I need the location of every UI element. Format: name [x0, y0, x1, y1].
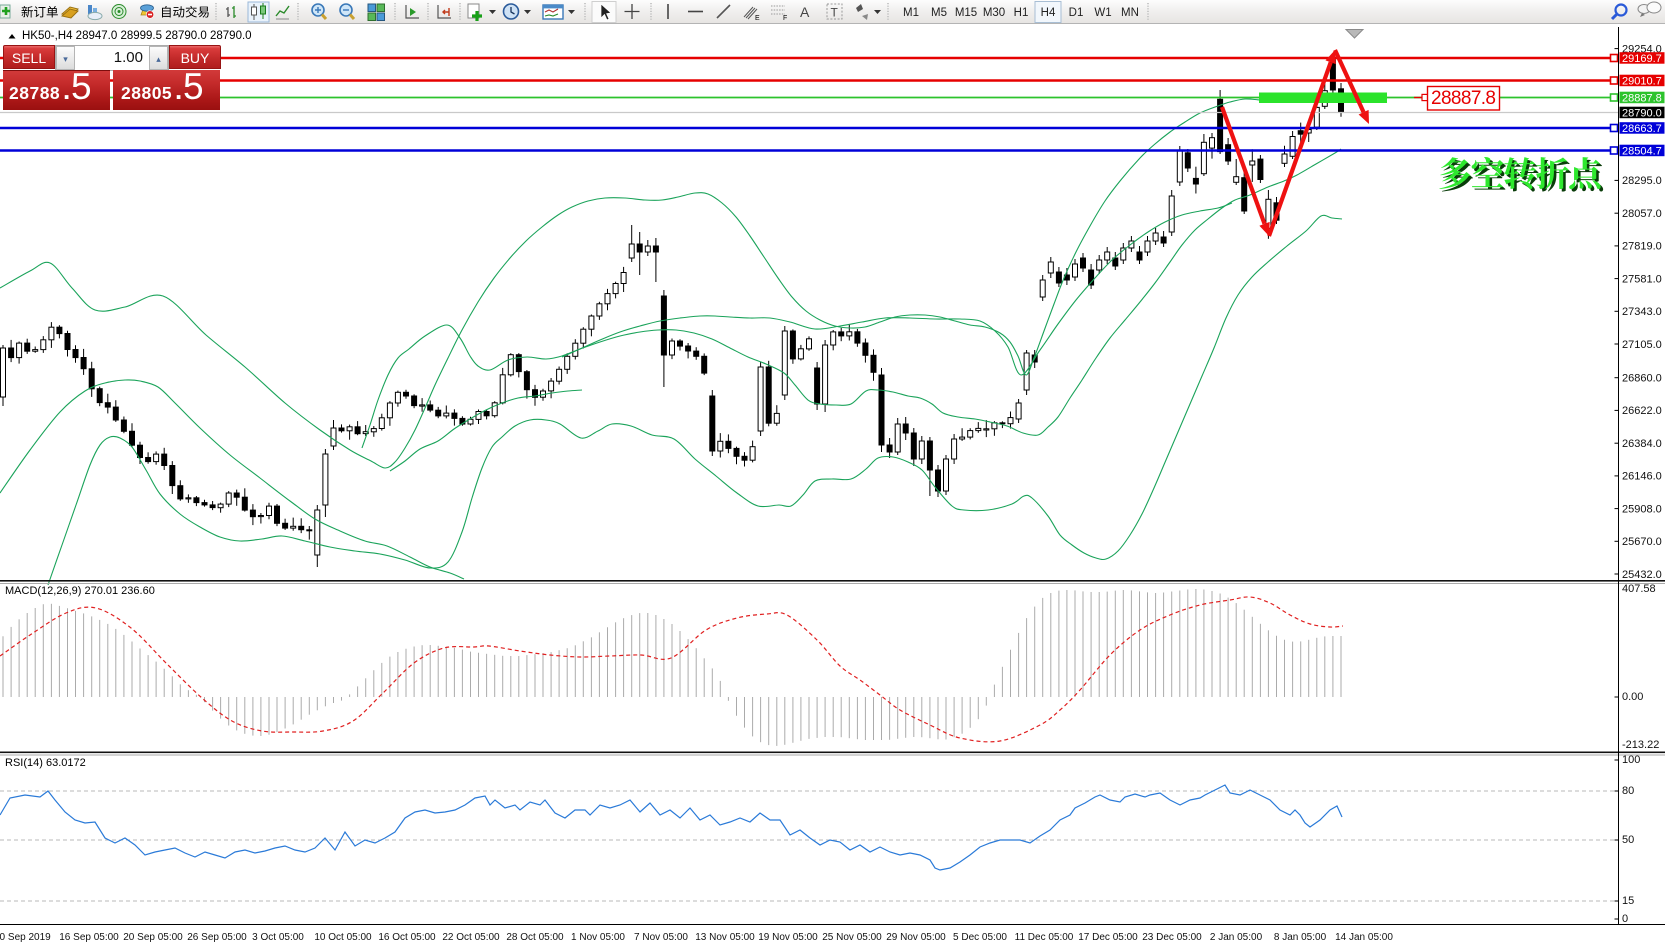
svg-text:25432.0: 25432.0	[1622, 569, 1662, 581]
svg-text:26622.0: 26622.0	[1622, 405, 1662, 417]
svg-text:17 Dec 05:00: 17 Dec 05:00	[1078, 932, 1138, 943]
svg-text:T: T	[831, 6, 839, 20]
svg-text:HK50-,H4 28947.0 28999.5 2879: HK50-,H4 28947.0 28999.5 28790.0 28790.0	[22, 30, 252, 42]
svg-text:28295.0: 28295.0	[1622, 175, 1662, 187]
svg-text:E: E	[755, 15, 760, 22]
svg-text:MN: MN	[1121, 7, 1139, 19]
svg-text:RSI(14) 63.0172: RSI(14) 63.0172	[5, 757, 86, 769]
svg-text:3 Oct 05:00: 3 Oct 05:00	[252, 932, 304, 943]
svg-text:M5: M5	[931, 7, 947, 19]
svg-text:27819.0: 27819.0	[1622, 241, 1662, 253]
svg-text:15: 15	[1622, 895, 1634, 907]
svg-text:80: 80	[1622, 785, 1634, 797]
svg-text:28790.0: 28790.0	[1622, 107, 1662, 119]
svg-text:25 Nov 05:00: 25 Nov 05:00	[822, 932, 882, 943]
svg-text:-213.22: -213.22	[1622, 739, 1659, 751]
svg-text:407.58: 407.58	[1622, 583, 1656, 595]
svg-text:28057.0: 28057.0	[1622, 208, 1662, 220]
svg-text:H4: H4	[1041, 7, 1056, 19]
svg-text:25908.0: 25908.0	[1622, 503, 1662, 515]
svg-text:26 Sep 05:00: 26 Sep 05:00	[187, 932, 247, 943]
svg-text:19 Nov 05:00: 19 Nov 05:00	[758, 932, 818, 943]
svg-text:26384.0: 26384.0	[1622, 438, 1662, 450]
svg-text:28887.8: 28887.8	[1431, 88, 1496, 109]
svg-text:23 Dec 05:00: 23 Dec 05:00	[1142, 932, 1202, 943]
svg-text:26860.0: 26860.0	[1622, 373, 1662, 385]
svg-text:16 Oct 05:00: 16 Oct 05:00	[378, 932, 436, 943]
svg-text:0: 0	[1622, 913, 1628, 925]
svg-text:16 Sep 05:00: 16 Sep 05:00	[59, 932, 119, 943]
svg-text:29 Nov 05:00: 29 Nov 05:00	[886, 932, 946, 943]
svg-text:A: A	[800, 4, 810, 20]
svg-text:D1: D1	[1069, 7, 1084, 19]
svg-text:F: F	[783, 15, 787, 22]
svg-text:26146.0: 26146.0	[1622, 471, 1662, 483]
svg-text:M1: M1	[903, 7, 919, 19]
svg-text:MACD(12,26,9) 270.01 236.60: MACD(12,26,9) 270.01 236.60	[5, 585, 155, 597]
svg-text:28663.7: 28663.7	[1622, 123, 1662, 135]
svg-text:11 Dec 05:00: 11 Dec 05:00	[1015, 932, 1074, 943]
svg-text:M15: M15	[955, 7, 977, 19]
svg-text:28504.7: 28504.7	[1622, 145, 1662, 157]
svg-text:2 Jan 05:00: 2 Jan 05:00	[1210, 932, 1263, 943]
svg-text:27105.0: 27105.0	[1622, 339, 1662, 351]
svg-text:22 Oct 05:00: 22 Oct 05:00	[442, 932, 500, 943]
svg-text:M30: M30	[983, 7, 1005, 19]
svg-text:H1: H1	[1014, 7, 1029, 19]
svg-text:5 Dec 05:00: 5 Dec 05:00	[953, 932, 1007, 943]
svg-text:27343.0: 27343.0	[1622, 306, 1662, 318]
svg-text:27581.0: 27581.0	[1622, 273, 1662, 285]
svg-text:29010.7: 29010.7	[1622, 75, 1662, 87]
svg-text:20 Sep 05:00: 20 Sep 05:00	[123, 932, 183, 943]
svg-text:29169.7: 29169.7	[1622, 53, 1662, 65]
svg-text:7 Nov 05:00: 7 Nov 05:00	[634, 932, 688, 943]
svg-text:50: 50	[1622, 834, 1634, 846]
svg-text:25670.0: 25670.0	[1622, 536, 1662, 548]
svg-text:10 Sep 2019: 10 Sep 2019	[0, 932, 51, 943]
svg-text:13 Nov 05:00: 13 Nov 05:00	[695, 932, 755, 943]
svg-text:0.00: 0.00	[1622, 691, 1643, 703]
svg-text:100: 100	[1622, 754, 1640, 766]
svg-text:10 Oct 05:00: 10 Oct 05:00	[314, 932, 372, 943]
svg-text:1 Nov 05:00: 1 Nov 05:00	[571, 932, 625, 943]
svg-text:8 Jan 05:00: 8 Jan 05:00	[1274, 932, 1327, 943]
svg-text:W1: W1	[1094, 7, 1111, 19]
svg-text:28 Oct 05:00: 28 Oct 05:00	[506, 932, 564, 943]
svg-text:28887.8: 28887.8	[1622, 92, 1662, 104]
svg-text:14 Jan 05:00: 14 Jan 05:00	[1335, 932, 1393, 943]
